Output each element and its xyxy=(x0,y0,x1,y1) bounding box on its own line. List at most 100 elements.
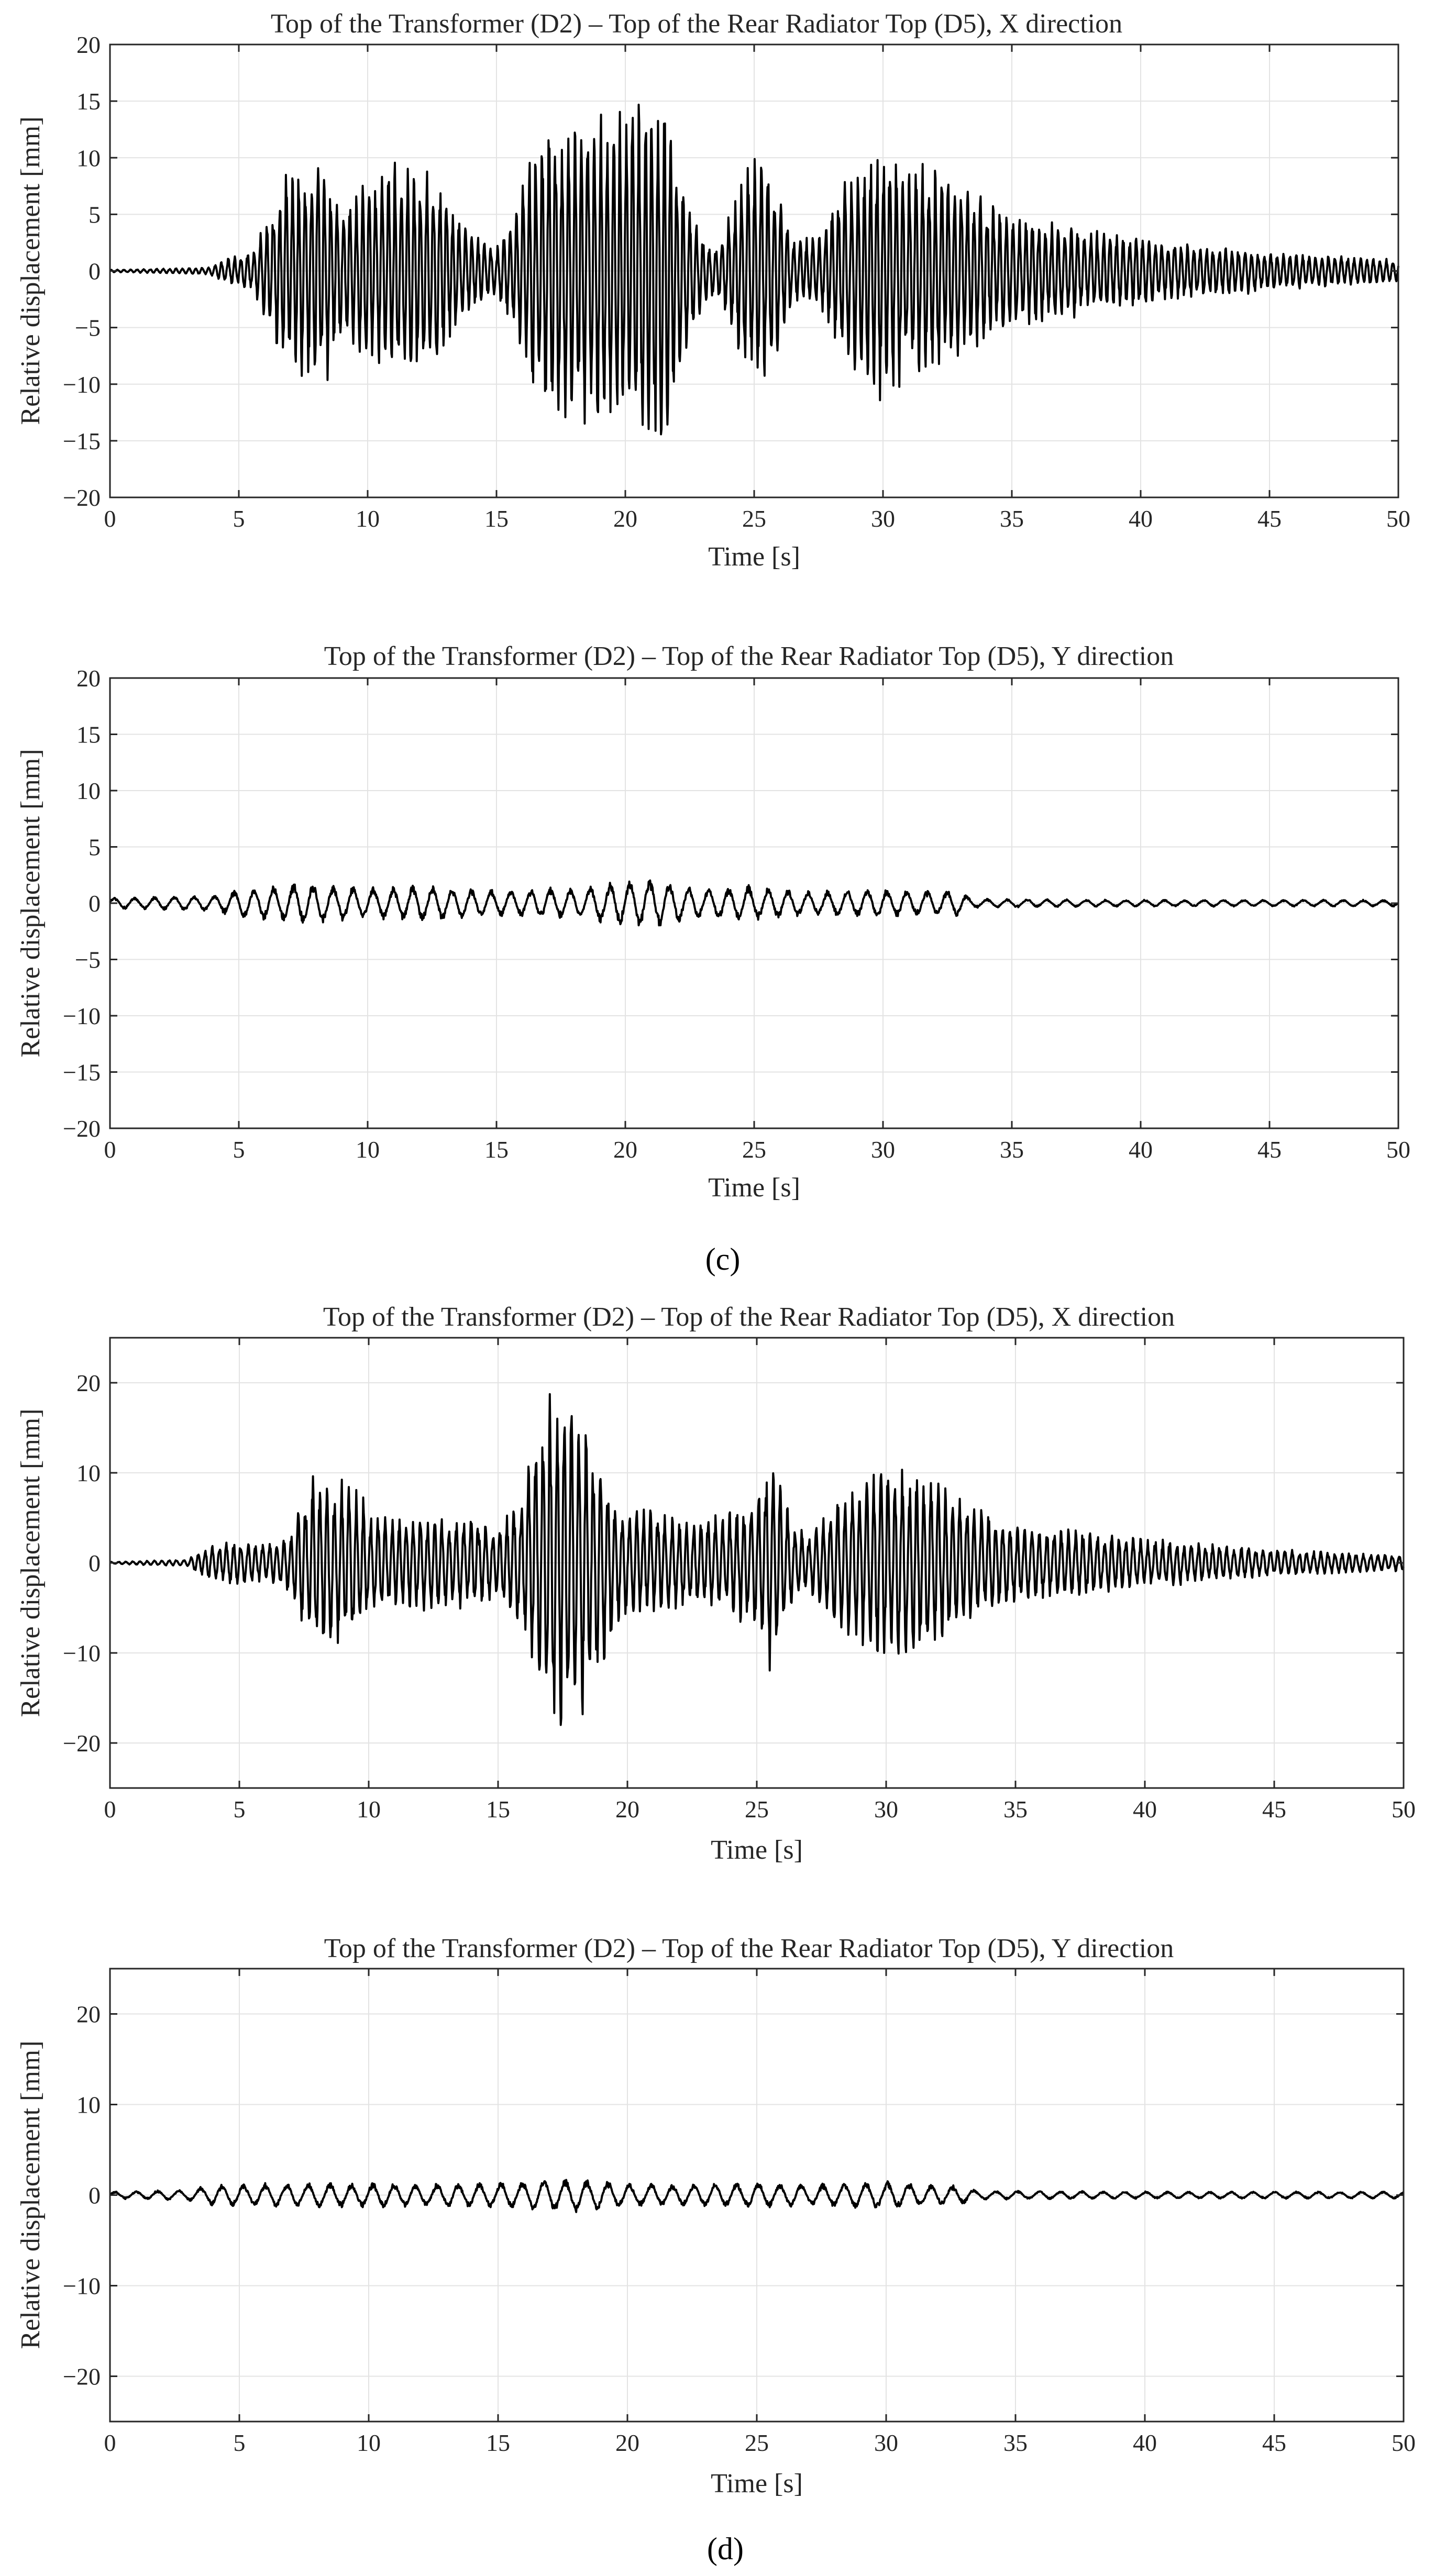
chart-c-x-direction: Top of the Transformer (D2) – Top of the… xyxy=(16,9,1410,572)
y-tick-label: 0 xyxy=(89,2182,101,2209)
x-tick-label: 25 xyxy=(742,505,766,532)
y-axis-label: Relative displacement [mm] xyxy=(16,1408,46,1717)
x-tick-label: 20 xyxy=(613,1136,637,1163)
x-tick-label: 20 xyxy=(613,505,637,532)
series-line xyxy=(109,1393,1405,1726)
x-tick-label: 25 xyxy=(745,1796,769,1823)
grid xyxy=(110,1969,1404,2422)
x-tick-label: 30 xyxy=(871,505,895,532)
x-tick-label: 10 xyxy=(356,1136,380,1163)
x-tick-label: 20 xyxy=(615,2429,639,2456)
x-tick-label: 10 xyxy=(356,505,380,532)
x-tick-label: 0 xyxy=(104,1136,116,1163)
x-tick-label: 50 xyxy=(1386,505,1410,532)
y-tick-label: 20 xyxy=(76,31,101,58)
x-tick-label: 45 xyxy=(1257,505,1282,532)
x-tick-label: 50 xyxy=(1392,2429,1416,2456)
y-tick-label: 20 xyxy=(76,2001,101,2028)
y-tick-label: 20 xyxy=(76,665,101,692)
chart-d-y-direction: Top of the Transformer (D2) – Top of the… xyxy=(16,1934,1416,2499)
y-tick-label: −10 xyxy=(63,1640,101,1667)
y-tick-label: 0 xyxy=(89,258,101,285)
y-tick-label: 0 xyxy=(89,1550,101,1576)
y-tick-label: −15 xyxy=(63,428,101,454)
y-tick-label: 20 xyxy=(76,1370,101,1396)
y-tick-label: 10 xyxy=(76,778,101,804)
chart-title: Top of the Transformer (D2) – Top of the… xyxy=(323,1302,1175,1332)
x-axis-label: Time [s] xyxy=(708,1173,800,1203)
x-tick-label: 35 xyxy=(1000,505,1024,532)
x-tick-label: 45 xyxy=(1262,1796,1286,1823)
x-tick-label: 15 xyxy=(486,2429,510,2456)
y-tick-label: −20 xyxy=(63,2363,101,2390)
y-tick-label: −20 xyxy=(63,1115,101,1142)
x-tick-labels: 0 5 10 15 20 25 30 35 40 45 50 xyxy=(104,678,1410,1163)
panel-label-d: (d) xyxy=(707,2531,744,2566)
y-tick-label: 5 xyxy=(89,834,101,861)
x-tick-label: 5 xyxy=(233,1136,245,1163)
x-tick-label: 20 xyxy=(615,1796,639,1823)
y-tick-label: −5 xyxy=(75,315,101,341)
x-tick-label: 35 xyxy=(1003,2429,1028,2456)
x-tick-label: 45 xyxy=(1262,2429,1286,2456)
x-tick-label: 0 xyxy=(104,2429,116,2456)
y-tick-label: −10 xyxy=(63,2273,101,2300)
chart-title: Top of the Transformer (D2) – Top of the… xyxy=(271,9,1122,39)
y-tick-label: −10 xyxy=(63,1003,101,1029)
x-tick-label: 15 xyxy=(486,1796,510,1823)
y-axis-label: Relative displacement [mm] xyxy=(16,2040,46,2349)
y-tick-label: −10 xyxy=(63,371,101,398)
x-tick-label: 30 xyxy=(871,1136,895,1163)
y-axis-label: Relative displacement [mm] xyxy=(16,749,46,1057)
x-tick-label: 40 xyxy=(1133,2429,1157,2456)
x-tick-label: 5 xyxy=(233,505,245,532)
x-tick-label: 25 xyxy=(742,1136,766,1163)
chart-c-y-direction: Top of the Transformer (D2) – Top of the… xyxy=(16,641,1410,1203)
x-tick-label: 5 xyxy=(234,1796,246,1823)
y-tick-label: 5 xyxy=(89,201,101,228)
series-line xyxy=(109,2179,1405,2213)
x-tick-label: 35 xyxy=(1003,1796,1028,1823)
panel-label-c: (c) xyxy=(705,1242,741,1276)
y-tick-label: 15 xyxy=(76,88,101,115)
x-tick-label: 50 xyxy=(1392,1796,1416,1823)
x-tick-label: 50 xyxy=(1386,1136,1410,1163)
y-tick-labels: −20 −10 0 10 20 xyxy=(63,1370,1404,1757)
x-tick-label: 40 xyxy=(1129,1136,1153,1163)
x-tick-label: 5 xyxy=(234,2429,246,2456)
x-tick-label: 35 xyxy=(1000,1136,1024,1163)
y-tick-label: 10 xyxy=(76,145,101,171)
y-tick-label: 10 xyxy=(76,1460,101,1486)
x-tick-label: 0 xyxy=(104,1796,116,1823)
x-tick-label: 10 xyxy=(357,2429,381,2456)
x-tick-label: 15 xyxy=(484,505,509,532)
series-line xyxy=(109,104,1399,436)
x-tick-label: 10 xyxy=(357,1796,381,1823)
x-axis-label: Time [s] xyxy=(711,1835,803,1865)
y-tick-label: −20 xyxy=(63,484,101,511)
chart-title: Top of the Transformer (D2) – Top of the… xyxy=(324,641,1174,671)
x-tick-label: 30 xyxy=(874,1796,898,1823)
x-tick-label: 40 xyxy=(1129,505,1153,532)
x-tick-labels: 0 5 10 15 20 25 30 35 40 45 50 xyxy=(104,1338,1416,1823)
y-tick-label: 15 xyxy=(76,721,101,748)
x-axis-label: Time [s] xyxy=(711,2469,803,2499)
y-axis-label: Relative displacement [mm] xyxy=(16,116,46,425)
y-tick-labels: −20 −15 −10 −5 0 5 10 15 20 xyxy=(63,665,1398,1142)
x-tick-label: 0 xyxy=(104,505,116,532)
y-tick-label: 10 xyxy=(76,2092,101,2118)
x-tick-label: 30 xyxy=(874,2429,898,2456)
x-axis-label: Time [s] xyxy=(708,542,800,572)
x-tick-label: 45 xyxy=(1257,1136,1282,1163)
x-tick-label: 15 xyxy=(484,1136,509,1163)
x-tick-labels: 0 5 10 15 20 25 30 35 40 45 50 xyxy=(104,1969,1416,2456)
y-tick-labels: −20 −10 0 10 20 xyxy=(63,2001,1404,2390)
series-line xyxy=(109,879,1399,927)
x-tick-label: 40 xyxy=(1133,1796,1157,1823)
y-tick-label: −20 xyxy=(63,1730,101,1757)
y-tick-label: −5 xyxy=(75,947,101,973)
y-tick-labels: −20 −15 −10 −5 0 5 10 15 20 xyxy=(63,31,1398,511)
x-tick-labels: 0 5 10 15 20 25 30 35 40 45 50 xyxy=(104,45,1410,532)
chart-d-x-direction: Top of the Transformer (D2) – Top of the… xyxy=(16,1302,1416,1865)
